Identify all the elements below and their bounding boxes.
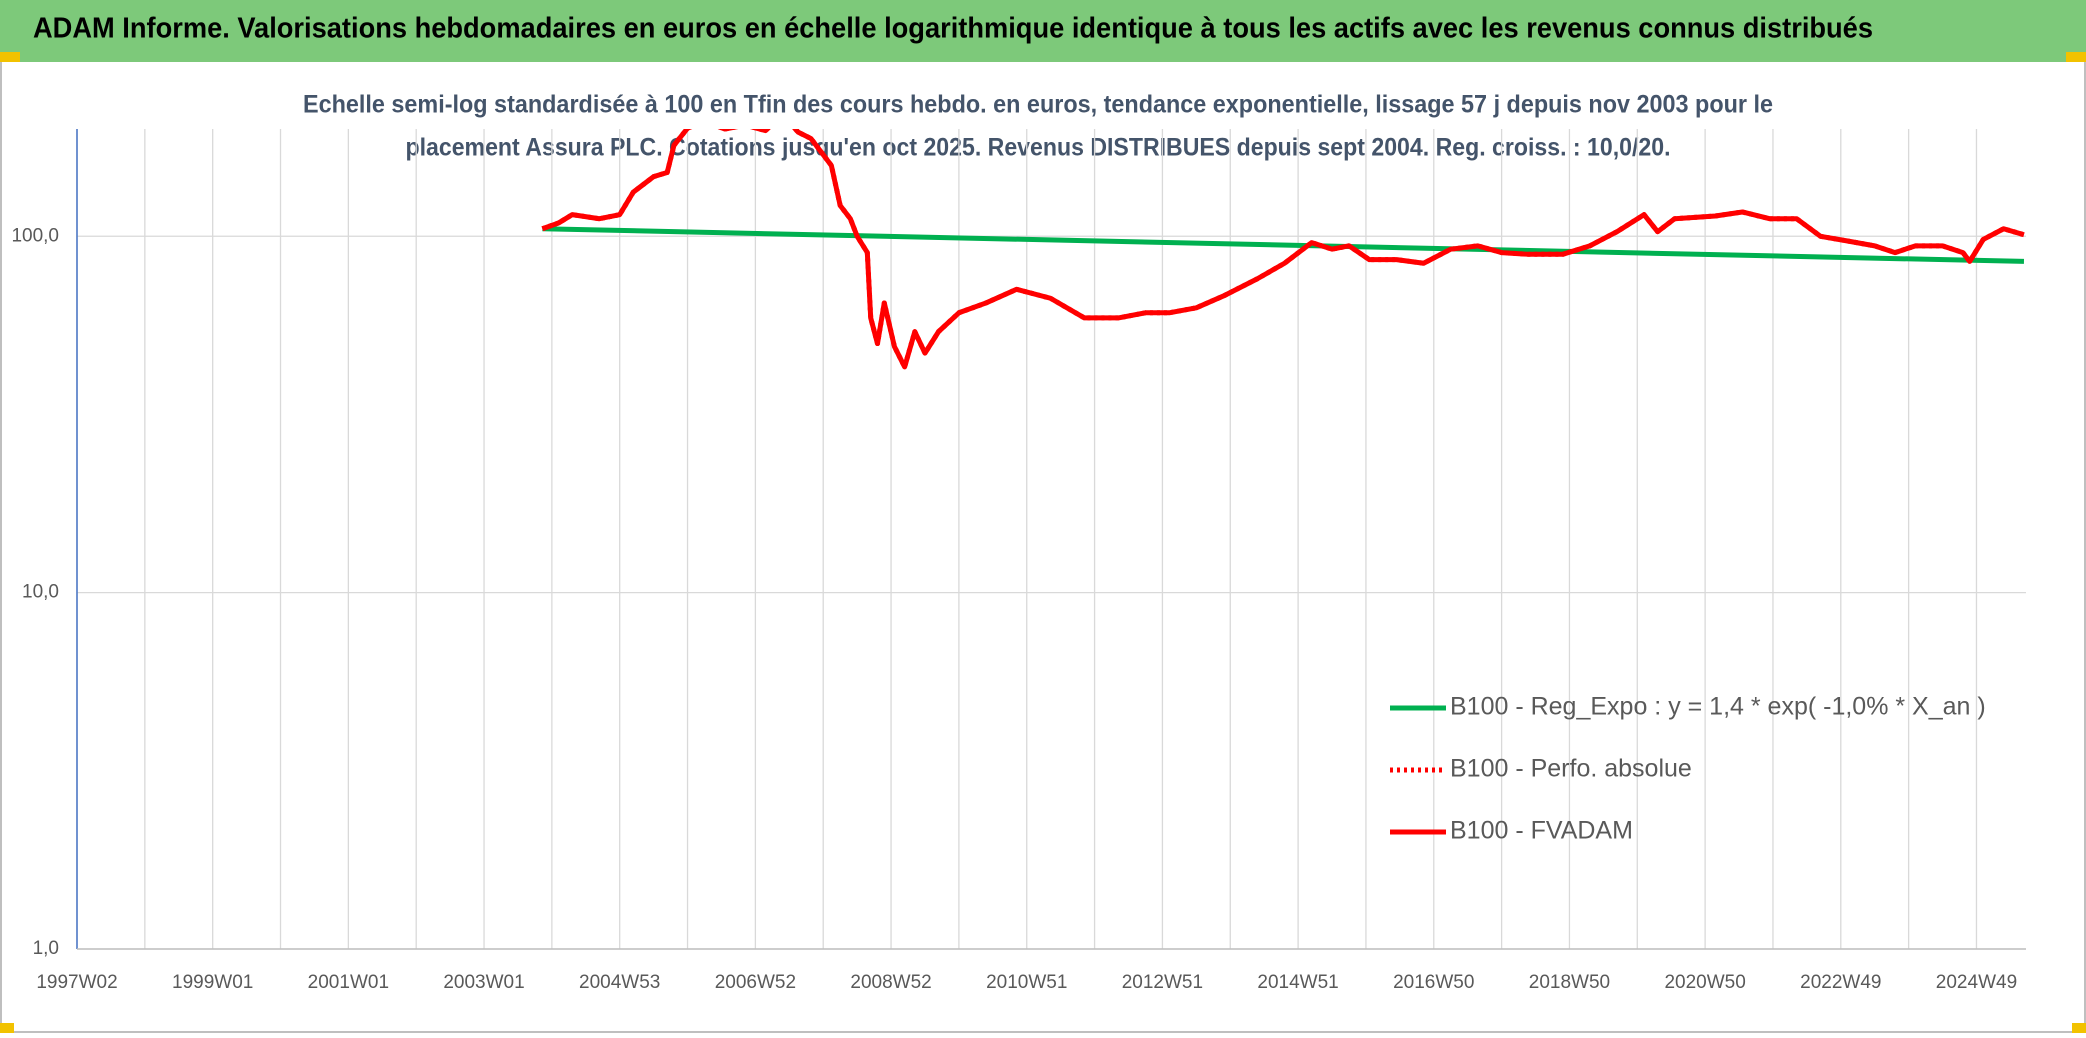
x-tick-label: 2004W53 — [579, 972, 660, 993]
corner-mark — [2066, 52, 2086, 62]
x-tick-label: 2008W52 — [850, 972, 931, 993]
x-tick-label: 2010W51 — [986, 972, 1067, 993]
legend-label: B100 - Reg_Expo : y = 1,4 * exp( -1,0% *… — [1450, 693, 1986, 721]
x-tick-label: 2018W50 — [1529, 972, 1610, 993]
series-line — [541, 129, 2025, 370]
x-tick-label: 2024W49 — [1936, 972, 2017, 993]
y-tick-label: 1,0 — [33, 938, 59, 959]
x-tick-label: 2001W01 — [308, 972, 389, 993]
chart-title: ADAM Informe. Valorisations hebdomadaire… — [33, 13, 1873, 45]
x-tick-label: 2016W50 — [1393, 972, 1474, 993]
x-tick-label: 1997W02 — [36, 972, 117, 993]
legend-label: B100 - FVADAM — [1450, 817, 1633, 845]
legend-label: B100 - Perfo. absolue — [1450, 755, 1692, 783]
series-line — [542, 226, 2025, 264]
x-tick-label: 2022W49 — [1800, 972, 1881, 993]
corner-mark — [0, 1023, 14, 1033]
x-tick-label: 2006W52 — [715, 972, 796, 993]
x-tick-label: 2003W01 — [443, 972, 524, 993]
x-tick-label: 2020W50 — [1664, 972, 1745, 993]
chart-subtitle: Echelle semi-log standardisée à 100 en T… — [303, 91, 1773, 119]
x-tick-label: 1999W01 — [172, 972, 253, 993]
title-bar — [0, 0, 2086, 62]
y-tick-label: 100,0 — [11, 225, 59, 246]
x-tick-label: 2012W51 — [1122, 972, 1203, 993]
y-tick-label: 10,0 — [22, 582, 59, 603]
x-tick-label: 2014W51 — [1257, 972, 1338, 993]
corner-mark — [0, 52, 20, 62]
chart-subtitle: placement Assura PLC. Cotations jusqu'en… — [406, 134, 1671, 162]
corner-mark — [2072, 1023, 2086, 1033]
